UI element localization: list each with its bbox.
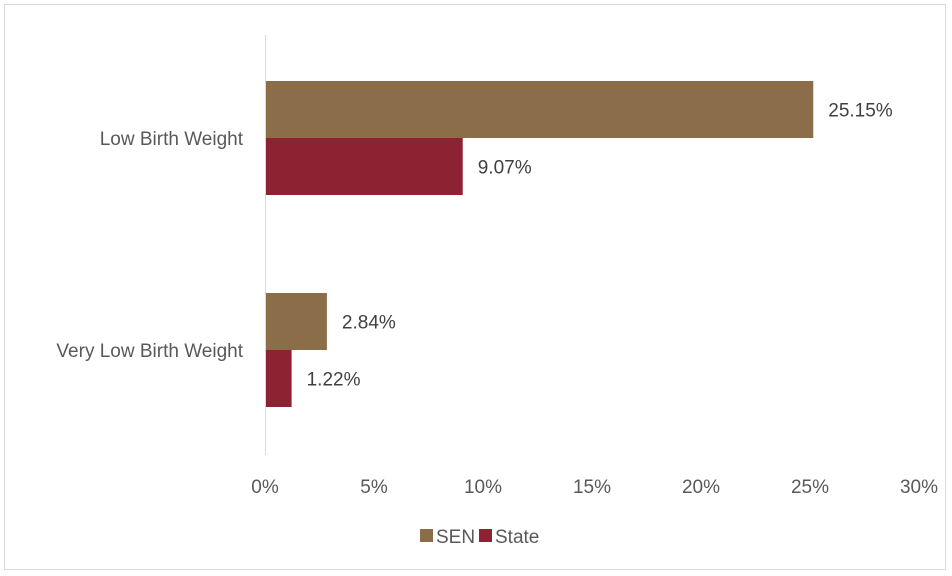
bar-state xyxy=(266,350,292,407)
x-tick-label: 0% xyxy=(251,477,279,498)
bar-sen xyxy=(266,293,327,350)
x-tick-label: 5% xyxy=(360,477,388,498)
data-label: 25.15% xyxy=(828,101,893,122)
bar-state xyxy=(266,138,463,195)
x-tick-label: 30% xyxy=(900,477,938,498)
legend-swatch-sen xyxy=(420,529,433,542)
x-tick-label: 15% xyxy=(573,477,611,498)
legend-label-state: State xyxy=(495,527,539,548)
category-label: Very Low Birth Weight xyxy=(56,341,243,362)
data-label: 9.07% xyxy=(478,158,532,179)
x-tick-label: 20% xyxy=(682,477,720,498)
x-tick-label: 10% xyxy=(464,477,502,498)
x-tick-label: 25% xyxy=(791,477,829,498)
data-label: 1.22% xyxy=(307,370,361,391)
bar-sen xyxy=(266,81,814,138)
category-label: Low Birth Weight xyxy=(100,129,244,150)
legend-swatch-state xyxy=(479,529,492,542)
data-label: 2.84% xyxy=(342,313,396,334)
legend-label-sen: SEN xyxy=(436,527,475,548)
